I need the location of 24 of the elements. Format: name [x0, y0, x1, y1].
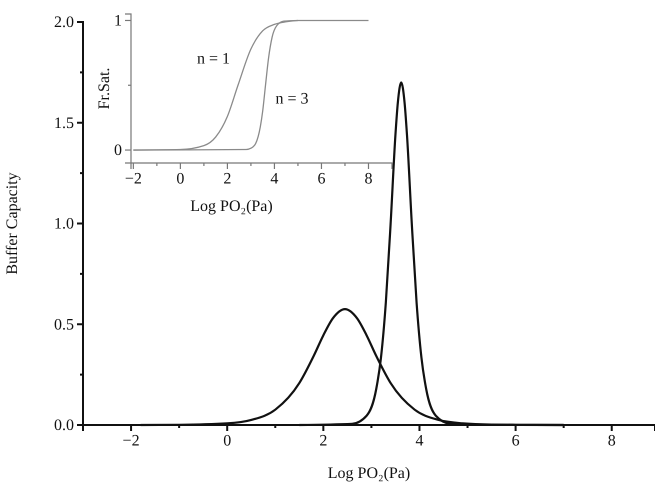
x-tick-label: 8	[608, 432, 616, 450]
x-tick-label: 8	[364, 170, 372, 188]
series-label: n = 1	[196, 50, 230, 68]
x-axis-title: Log PO₂(Pa)	[328, 465, 410, 482]
y-tick-label: 0.5	[54, 316, 74, 334]
y-tick-label: 1.5	[54, 114, 74, 132]
y-axis-title: Fr.Sat.	[96, 68, 113, 110]
y-tick-label: 2.0	[54, 14, 74, 32]
y-axis-title: Buffer Capacity	[4, 172, 21, 275]
x-axis-title: Log PO₂(Pa)	[190, 198, 273, 215]
x-tick-label: 6	[317, 170, 326, 188]
x-tick-label: 4	[270, 170, 278, 188]
x-tick-label: 0	[176, 170, 184, 188]
x-tick-label: 2	[319, 432, 328, 450]
y-tick-label: 0.0	[54, 417, 74, 434]
x-tick-label: −2	[124, 170, 142, 188]
y-tick-label: 1	[114, 12, 122, 30]
y-tick-label: 1.0	[54, 216, 74, 233]
x-tick-label: 2	[223, 170, 232, 188]
x-tick-label: 4	[415, 432, 424, 450]
x-tick-label: 0	[223, 432, 232, 450]
series-label: n = 3	[275, 90, 309, 108]
x-tick-label: −2	[122, 432, 140, 450]
x-tick-label: 6	[512, 432, 520, 450]
